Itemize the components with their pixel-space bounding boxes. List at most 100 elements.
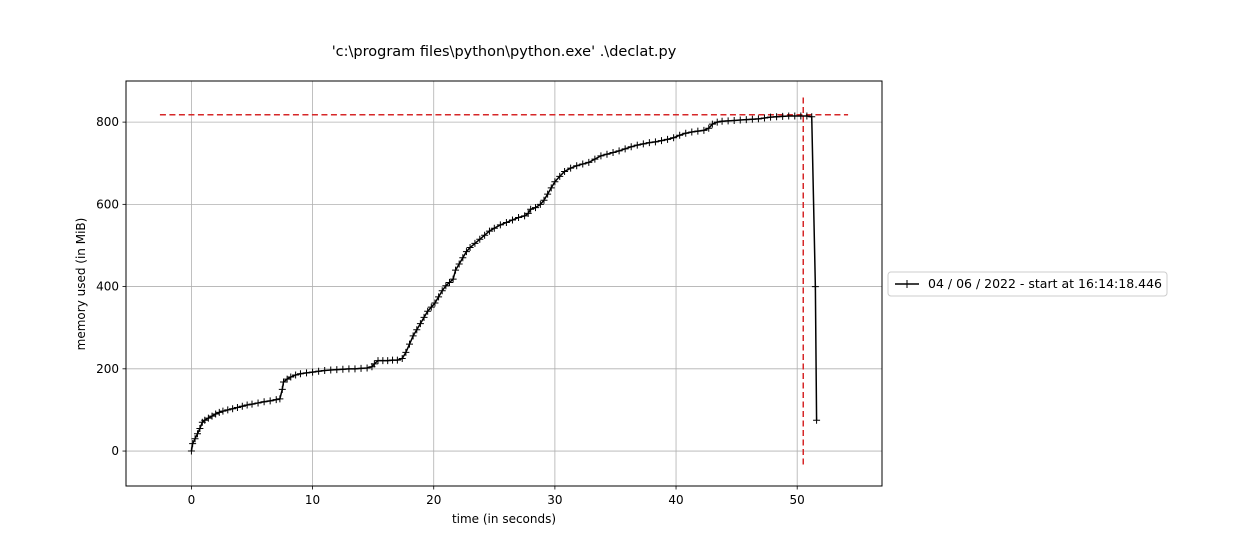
memory-data-point [813, 416, 821, 424]
memory-data-point [287, 373, 295, 381]
memory-data-point [445, 278, 453, 286]
memory-data-point [187, 447, 195, 455]
memory-data-point [189, 440, 197, 448]
memory-data-point [476, 235, 484, 243]
memory-data-point [254, 399, 262, 407]
memory-data-point [508, 216, 516, 224]
memory-data-point [532, 204, 539, 212]
y-tick-label: 200 [96, 362, 119, 376]
memory-data-point [238, 402, 246, 410]
legend-entry-label: 04 / 06 / 2022 - start at 16:14:18.446 [928, 276, 1162, 291]
memory-data-point [442, 282, 450, 290]
memory-data-point [615, 147, 623, 155]
memory-data-point [215, 408, 223, 416]
memory-data-point [278, 385, 286, 393]
memory-data-point [567, 164, 575, 172]
memory-data-point [229, 405, 237, 413]
memory-data-point [406, 340, 413, 348]
memory-data-point [466, 244, 474, 252]
x-axis-label: time (in seconds) [452, 512, 556, 526]
memory-data-point [791, 112, 799, 120]
memory-data-point [462, 248, 470, 256]
memory-data-point [276, 395, 284, 403]
memory-data-point [785, 112, 793, 120]
memory-data-point [527, 205, 535, 213]
grid-lines [126, 81, 882, 486]
memory-data-point [730, 116, 738, 124]
memory-data-point [424, 307, 432, 315]
memory-data-point [283, 375, 291, 383]
memory-data-point [193, 430, 201, 438]
memory-data-point [627, 143, 635, 151]
memory-data-point [811, 283, 819, 291]
series-layer [187, 112, 821, 455]
memory-data-point [597, 152, 605, 160]
memory-data-point [402, 348, 410, 356]
memory-data-point [645, 139, 653, 147]
y-tick-label: 600 [96, 197, 119, 211]
memory-data-point [431, 299, 439, 307]
memory-data-point [201, 416, 209, 424]
memory-data-point [370, 360, 378, 368]
memory-data-point [767, 113, 775, 121]
memory-data-point [393, 356, 401, 364]
memory-data-point [260, 398, 268, 406]
x-tick-label: 50 [790, 493, 805, 507]
memory-data-point [547, 184, 555, 192]
memory-data-point [315, 367, 323, 375]
memory-data-point [345, 365, 353, 373]
memory-data-point [420, 313, 428, 321]
legend-box [887, 271, 1168, 297]
memory-data-point [536, 200, 544, 208]
memory-data-point [471, 239, 479, 247]
memory-data-point [459, 254, 467, 262]
memory-data-point [591, 155, 599, 163]
memory-data-point [718, 117, 726, 125]
memory-data-point [540, 196, 548, 204]
memory-data-point [409, 332, 417, 340]
memory-data-point [705, 124, 713, 132]
memory-data-point [208, 412, 216, 420]
memory-data-point [339, 365, 347, 373]
memory-data-point [449, 275, 457, 283]
y-tick-label: 0 [111, 444, 119, 458]
memory-data-point [556, 172, 564, 180]
memory-data-point [676, 131, 684, 139]
memory-data-point [233, 403, 241, 411]
memory-data-point [490, 224, 498, 232]
memory-data-point [651, 138, 659, 146]
memory-data-point [296, 370, 304, 378]
memory-data-point [248, 400, 256, 408]
memory-data-point [544, 190, 552, 198]
memory-data-point [760, 114, 768, 122]
memory-data-point [773, 113, 781, 121]
x-tick-label: 40 [668, 493, 683, 507]
memory-data-point [481, 231, 489, 239]
memory-data-point [639, 140, 647, 148]
memory-data-point [521, 212, 529, 220]
memory-data-point [309, 368, 317, 376]
memory-data-point [603, 150, 611, 158]
legend: 04 / 06 / 2022 - start at 16:14:18.446 [887, 271, 1168, 297]
memory-data-point [658, 137, 665, 145]
memory-data-point [754, 115, 762, 123]
memory-data-point [212, 410, 220, 418]
memory-data-point [485, 227, 493, 235]
reference-lines [159, 97, 849, 468]
memory-series-line [190, 115, 818, 452]
memory-data-point [357, 364, 365, 372]
memory-data-point [797, 112, 805, 120]
memory-data-point [724, 117, 732, 125]
memory-data-point [204, 414, 212, 422]
x-tick-label: 0 [188, 493, 196, 507]
plot-area-frame [125, 80, 883, 487]
memory-data-point [561, 167, 569, 175]
memory-data-point [452, 266, 460, 274]
memory-data-point [736, 116, 744, 124]
memory-data-point [435, 293, 443, 301]
x-tick-label: 30 [547, 493, 562, 507]
memory-data-point [496, 221, 504, 229]
memory-data-point [694, 127, 702, 135]
x-tick-label: 20 [426, 493, 441, 507]
